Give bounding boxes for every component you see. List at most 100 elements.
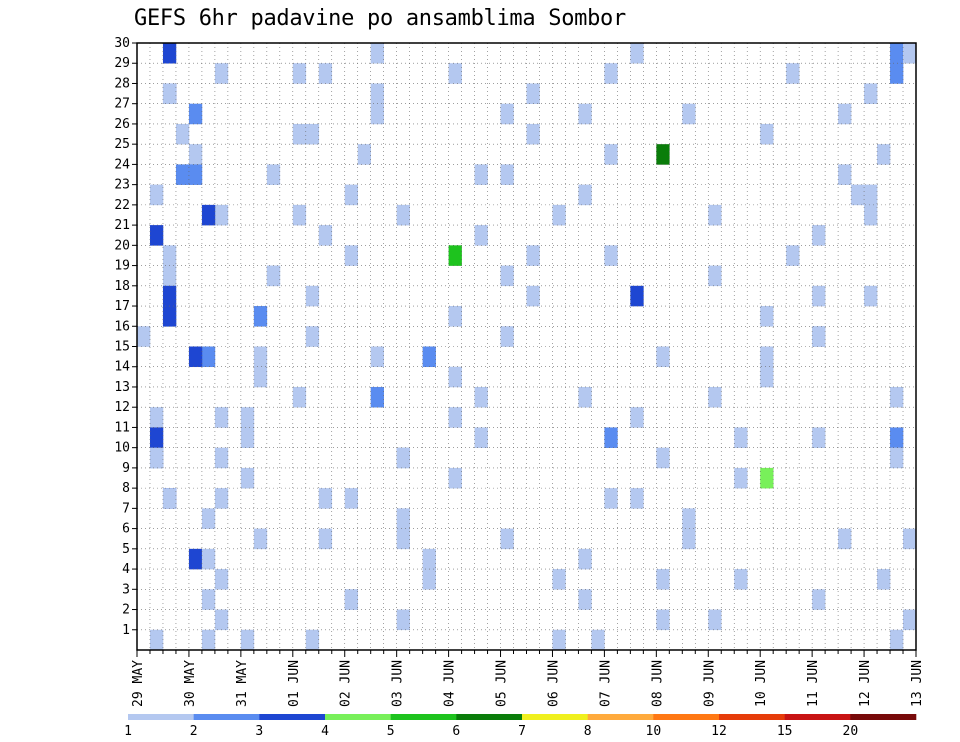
heatmap-cell — [253, 366, 268, 388]
heatmap-cell — [422, 346, 436, 368]
y-tick-label: 29 — [114, 56, 130, 71]
y-tick-label: 19 — [114, 259, 130, 274]
y-tick-label: 11 — [114, 420, 130, 435]
heatmap-cell — [162, 488, 177, 509]
heatmap-cell — [630, 285, 644, 307]
y-tick-label: 13 — [114, 380, 130, 395]
heatmap-cell — [474, 225, 488, 246]
legend-label: 5 — [387, 724, 395, 739]
heatmap-cell — [162, 265, 177, 287]
y-tick-label: 4 — [122, 562, 130, 577]
y-tick-label: 27 — [114, 97, 130, 112]
heatmap-cell — [214, 204, 229, 226]
heatmap-cell — [201, 346, 216, 368]
heatmap-cell — [370, 43, 384, 64]
heatmap-cell — [864, 204, 878, 226]
heatmap-cell — [708, 609, 722, 631]
legend-label: 10 — [646, 724, 662, 739]
heatmap-cell — [474, 386, 488, 408]
x-tick-label: 13 JUN — [910, 660, 925, 707]
heatmap-cell — [500, 326, 514, 347]
heatmap-cell — [682, 508, 696, 529]
x-tick-label: 04 JUN — [443, 660, 458, 707]
heatmap-cell — [604, 63, 618, 84]
heatmap-cell — [240, 467, 255, 489]
heatmap-cell — [422, 569, 436, 590]
heatmap-cell — [812, 285, 826, 307]
heatmap-cell — [396, 447, 410, 469]
heatmap-cell — [396, 204, 410, 226]
heatmap-cell — [903, 43, 917, 64]
heatmap-cell — [578, 589, 592, 610]
heatmap-cell — [318, 488, 333, 509]
heatmap-cell — [149, 225, 164, 246]
heatmap-cell — [214, 488, 229, 509]
heatmap-cell — [838, 103, 852, 125]
heatmap-cell — [370, 386, 384, 408]
y-tick-label: 15 — [114, 340, 130, 355]
legend-swatch — [719, 714, 785, 720]
heatmap-cell — [201, 589, 216, 610]
heatmap-cell — [448, 306, 462, 327]
heatmap-cell — [448, 245, 462, 266]
heatmap-cell — [149, 629, 164, 651]
legend-label: 2 — [190, 724, 198, 739]
heatmap-cell — [526, 123, 540, 145]
legend-label: 1 — [124, 724, 132, 739]
heatmap-cell — [500, 528, 514, 550]
heatmap-cell — [903, 609, 917, 631]
heatmap-cell — [422, 548, 436, 570]
y-tick-label: 25 — [114, 137, 130, 152]
y-tick-label: 30 — [114, 36, 130, 51]
heatmap-cell — [266, 164, 281, 185]
heatmap-cell — [175, 164, 190, 185]
heatmap-cell — [266, 265, 281, 287]
heatmap-cell — [188, 164, 203, 185]
heatmap-cell — [552, 629, 566, 651]
heatmap-cell — [149, 427, 164, 448]
legend-label: 3 — [255, 724, 263, 739]
legend-swatch — [390, 714, 457, 720]
legend-swatch — [587, 714, 654, 720]
heatmap-cell — [305, 123, 320, 145]
heatmap-cell — [890, 386, 904, 408]
heatmap-cell — [344, 488, 359, 509]
heatmap-cell — [877, 144, 891, 165]
y-tick-label: 22 — [114, 198, 130, 213]
legend-swatch — [325, 714, 391, 720]
heatmap-cell — [370, 346, 384, 368]
heatmap-cell — [253, 346, 268, 368]
x-tick-label: 06 JUN — [546, 660, 561, 707]
heatmap-cell — [890, 43, 904, 64]
heatmap-cell — [500, 103, 514, 125]
heatmap-cell — [578, 184, 592, 206]
heatmap-cell — [162, 306, 177, 327]
legend-label: 15 — [777, 724, 793, 739]
legend-label: 20 — [843, 724, 859, 739]
y-tick-label: 8 — [122, 481, 130, 496]
heatmap-cell — [396, 528, 410, 550]
x-tick-label: 11 JUN — [806, 660, 821, 707]
heatmap-cell — [448, 407, 462, 428]
heatmap-cell — [188, 548, 203, 570]
heatmap-cell — [552, 569, 566, 590]
heatmap-cell — [305, 326, 320, 347]
heatmap-cell — [149, 447, 164, 469]
heatmap-cell — [708, 204, 722, 226]
heatmap-cell — [760, 366, 774, 388]
legend-swatch — [653, 714, 720, 720]
y-tick-label: 2 — [122, 603, 130, 618]
heatmap-cell — [292, 123, 307, 145]
heatmap-cell — [201, 204, 216, 226]
legend-swatch — [128, 714, 194, 720]
heatmap-cell — [656, 346, 670, 368]
heatmap-cell — [344, 245, 359, 266]
heatmap-cell — [214, 609, 229, 631]
heatmap-cell — [812, 589, 826, 610]
heatmap-cell — [604, 245, 618, 266]
heatmap-cell — [760, 467, 774, 489]
heatmap-cell — [708, 265, 722, 287]
heatmap-cell — [890, 629, 904, 651]
chart-title: GEFS 6hr padavine po ansamblima Sombor — [134, 6, 626, 31]
x-tick-label: 10 JUN — [754, 660, 769, 707]
